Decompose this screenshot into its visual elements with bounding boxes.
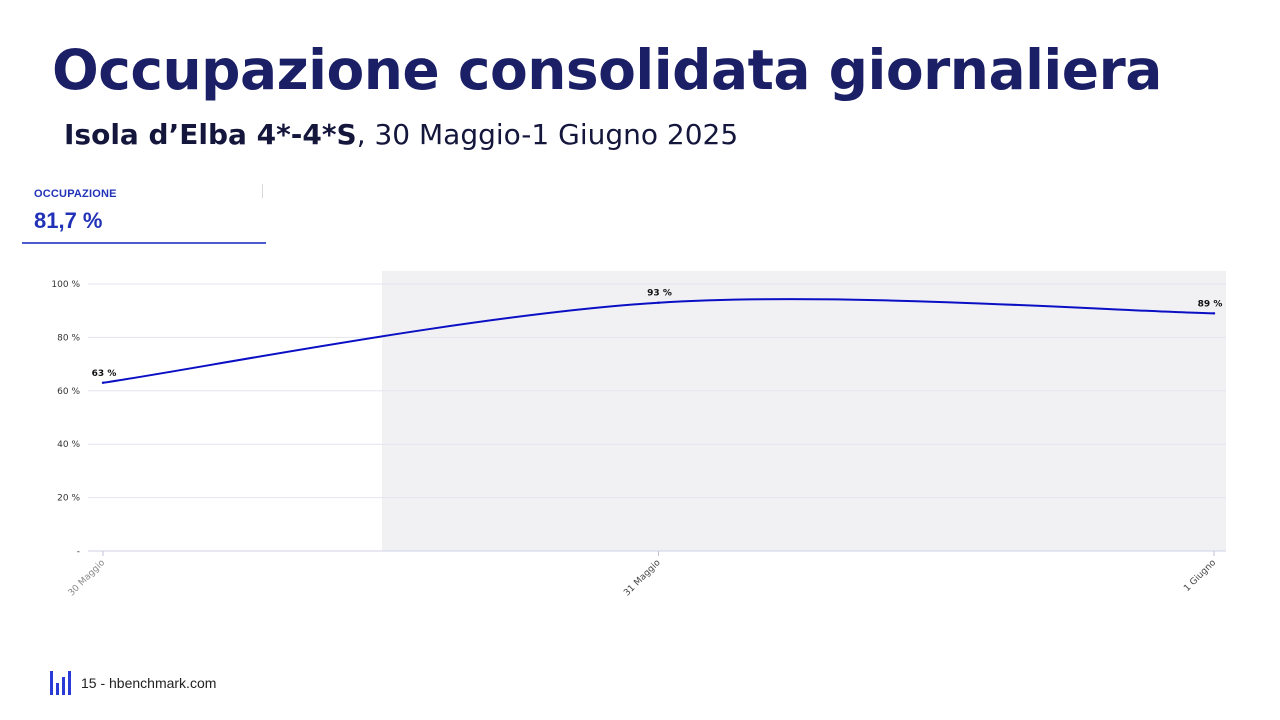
data-point: [657, 301, 660, 304]
kpi-value: 81,7 %: [34, 208, 103, 233]
footer: 15 - hbenchmark.com: [50, 670, 216, 696]
subtitle-location: Isola d’Elba 4*-4*S: [64, 118, 357, 151]
subtitle-dates: , 30 Maggio-1 Giugno 2025: [356, 118, 739, 151]
data-point: [101, 381, 105, 384]
x-tick-label: 31 Maggio: [622, 558, 663, 599]
data-label: 63 %: [92, 369, 117, 379]
x-tick-label: 30 Maggio: [67, 558, 108, 599]
y-tick-label: 100 %: [51, 280, 80, 290]
data-label: 89 %: [1198, 299, 1223, 309]
kpi-label: OCCUPAZIONE: [34, 188, 117, 200]
kpi-card: OCCUPAZIONE 81,7 %: [22, 180, 266, 244]
footer-text: 15 - hbenchmark.com: [81, 675, 217, 691]
data-point: [1212, 312, 1216, 315]
y-tick-label: -: [77, 547, 80, 557]
y-tick-label: 40 %: [57, 440, 80, 450]
page-title: Occupazione consolidata giornaliera: [52, 38, 1162, 102]
page-subtitle: Isola d’Elba 4*-4*S, 30 Maggio-1 Giugno …: [64, 118, 738, 151]
chart-shaded-region: [382, 271, 1226, 551]
hbenchmark-logo-icon: [50, 671, 71, 695]
y-tick-label: 60 %: [57, 387, 80, 397]
y-tick-label: 20 %: [57, 494, 80, 504]
kpi-separator: [262, 184, 263, 198]
y-tick-label: 80 %: [57, 333, 80, 343]
x-tick-label: 1 Giugno: [1182, 558, 1218, 594]
data-label: 93 %: [647, 289, 672, 299]
